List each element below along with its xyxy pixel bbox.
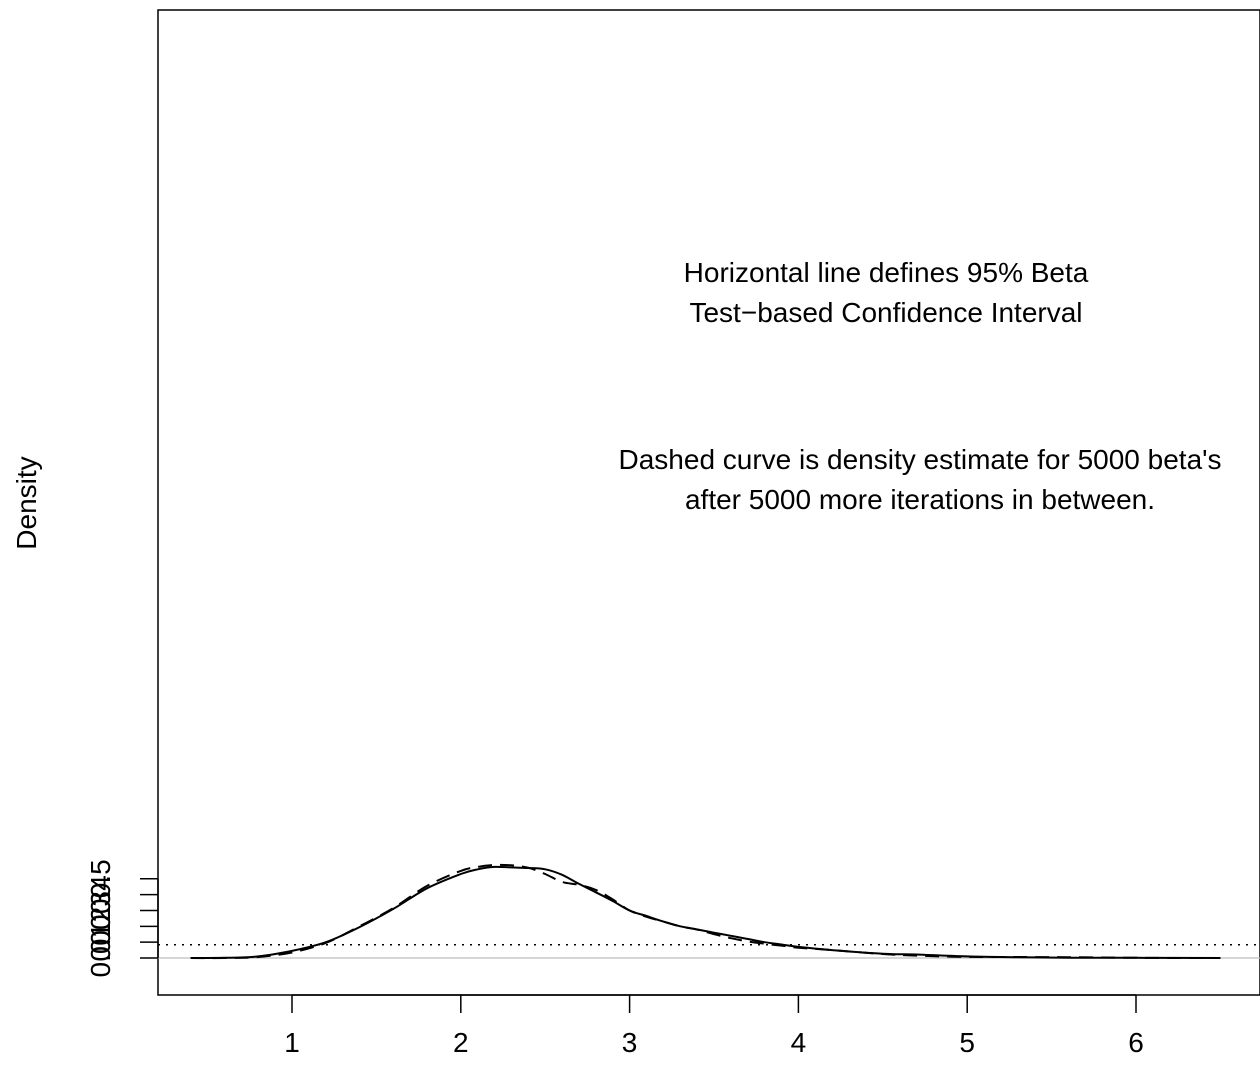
x-tick-label: 1 — [284, 1027, 300, 1058]
annotation-dashed-line-1: Dashed curve is density estimate for 500… — [619, 444, 1222, 475]
annotation-ci-line-1: Horizontal line defines 95% Beta — [684, 257, 1089, 288]
x-tick-label: 5 — [959, 1027, 975, 1058]
y-tick-label: 0.0 — [85, 939, 116, 978]
x-tick-label: 6 — [1128, 1027, 1144, 1058]
x-tick-label: 2 — [453, 1027, 469, 1058]
dashed-density-curve — [190, 863, 1221, 960]
y-tick-label: 0.3 — [85, 891, 116, 930]
y-tick-label: 0.4 — [85, 875, 116, 914]
x-tick-label: 4 — [791, 1027, 807, 1058]
y-tick-label: 0.5 — [85, 859, 116, 898]
annotation-dashed-line-2: after 5000 more iterations in between. — [685, 484, 1155, 515]
solid-density-curve — [190, 865, 1221, 960]
y-tick-label: 0.1 — [85, 923, 116, 962]
x-tick-label: 3 — [622, 1027, 638, 1058]
y-tick-label: 0.2 — [85, 907, 116, 946]
y-axis-title: Density — [11, 456, 42, 549]
annotation-ci-line-2: Test−based Confidence Interval — [689, 297, 1082, 328]
